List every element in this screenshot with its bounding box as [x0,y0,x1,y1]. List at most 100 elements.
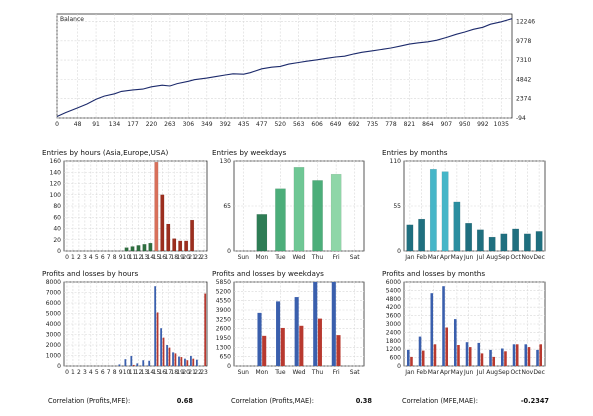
pl-months-bar-series2 [504,351,507,366]
correlation-footer: Correlation (Profits,MFE): 0.68 Correlatio… [48,397,549,405]
balance-x-tick: 349 [201,121,213,128]
pl-months-bar-series1 [430,293,434,366]
correlation-label: Correlation (MFE,MAE): [402,397,478,405]
entries-hours-x-tick: 12 [135,254,143,261]
entries-weekdays-title: Entries by weekdays [212,148,287,157]
pl-months-bar-series1 [406,349,410,366]
entries-weekdays-x-tick: Sat [350,254,360,261]
pl-weekdays-bar-series2 [317,318,322,366]
entries-hours-x-tick: 20 [182,254,190,261]
entries-hours-x-tick: 7 [107,254,111,261]
entries-hours-bar [160,194,165,252]
balance-x-tick: 263 [164,121,176,128]
pl-hours-bar-series1 [184,358,186,366]
pl-hours-bar-series1 [195,359,198,366]
pl-weekdays-y-tick: 1300 [216,344,231,351]
pl-hours-x-tick: 19 [176,369,184,376]
pl-hours-x-tick: 12 [135,369,143,376]
balance-x-tick: 435 [238,121,250,128]
entries-months-x-tick: Oct [510,254,521,261]
entries-hours-y-tick: 60 [53,214,61,221]
pl-hours-y-tick: 6000 [46,300,61,307]
pl-hours-x-tick: 18 [170,369,178,376]
entries-hours-bar [184,240,189,252]
entries-months-bar [512,228,520,252]
entries-hours-y-tick: 20 [53,237,61,244]
pl-months-y-tick: 1200 [386,346,401,353]
entries-weekdays-y-tick: 130 [220,158,232,165]
entries-weekdays-x-tick: Mon [256,254,269,261]
pl-hours-x-tick: 0 [65,369,69,376]
pl-weekdays-bar-series2 [262,335,267,366]
entries-months-y-tick: 0 [397,248,401,255]
balance-x-tick: 1035 [494,121,509,128]
entries-hours-x-tick: 5 [95,254,99,261]
balance-x-tick: 606 [311,121,323,128]
pl-months-x-tick: Dec [533,369,545,376]
entries-weekdays-x-tick: Thu [311,254,323,261]
pl-hours-bar-series2 [192,358,195,366]
entries-hours-x-tick: 17 [164,254,172,261]
pl-months-bar-series1 [442,286,445,366]
pl-hours-x-tick: 10 [123,369,131,376]
pl-hours-bar-series2 [168,347,171,366]
pl-months-bar-series2 [492,356,496,366]
pl-weekdays-y-tick: 650 [220,354,232,361]
entries-hours-y-tick: 120 [50,181,62,188]
pl-months-y-tick: 3000 [386,321,401,328]
entries-hours-bar [130,246,135,252]
balance-x-tick: 0 [55,121,59,128]
entries-hours-x-tick: 14 [147,254,155,261]
pl-weekdays-y-tick: 3250 [216,316,231,323]
entries-months-y-tick: 110 [390,158,402,165]
pl-hours-title: Profits and losses by hours [42,269,138,278]
pl-hours-x-tick: 6 [101,369,105,376]
pl-hours-y-tick: 8000 [46,279,61,286]
pl-hours-x-tick: 23 [200,369,208,376]
pl-months-bar-series1 [477,342,481,366]
balance-x-tick: 692 [348,121,360,128]
pl-weekdays-x-tick: Thu [311,369,323,376]
entries-months-x-tick: Feb [416,254,427,261]
pl-hours-bar-series1 [166,345,168,366]
pl-hours-bar-series2 [132,364,135,366]
pl-months-x-tick: Jun [463,369,474,376]
pl-weekdays-y-tick: 4550 [216,298,231,305]
entries-weekdays-x-tick: Wed [292,254,305,261]
pl-months-bar-series2 [410,356,413,366]
entries-weekdays-bar [275,188,286,252]
entries-hours-x-tick: 15 [153,254,161,261]
pl-months-y-tick: 0 [397,363,401,370]
entries-hours-bar [148,242,153,252]
entries-hours-bar [136,245,141,252]
pl-months-bar-series1 [536,349,539,366]
pl-weekdays-bar-series2 [280,327,285,366]
entries-months-bar [453,201,461,252]
pl-months-y-tick: 1800 [386,338,401,345]
pl-weekdays-bar-series2 [299,325,304,366]
entries-months-x-tick: Jan [404,254,414,261]
entries-hours-x-tick: 0 [65,254,69,261]
pl-hours-x-tick: 17 [164,369,172,376]
entries-months-x-tick: Sep [498,254,510,261]
entries-hours-y-tick: 40 [53,226,61,233]
entries-weekdays-x-tick: Fri [333,254,340,261]
entries-weekdays-x-tick: Tue [274,254,286,261]
entries-months-x-tick: Mar [428,254,440,261]
entries-weekdays-chart: Entries by weekdays 0 65 130 Sun Mon Tue Wed Thu… [212,148,365,261]
entries-months-bar [429,168,437,252]
pl-hours-bar-series1 [136,363,139,366]
balance-x-tick: 220 [146,121,158,128]
entries-months-x-tick: Nov [522,254,534,261]
pl-weekdays-bar-series1 [257,312,262,366]
pl-weekdays-bar-series1 [331,282,336,366]
entries-months-x-tick: Apr [440,254,451,261]
pl-hours-x-tick: 16 [158,369,166,376]
entries-months-x-tick: Jun [463,254,474,261]
balance-x-tick: 520 [274,121,286,128]
entries-hours-x-tick: 10 [123,254,131,261]
entries-weekdays-bar [330,173,342,252]
pl-hours-x-tick: 22 [194,369,202,376]
balance-x-tick: 306 [183,121,195,128]
